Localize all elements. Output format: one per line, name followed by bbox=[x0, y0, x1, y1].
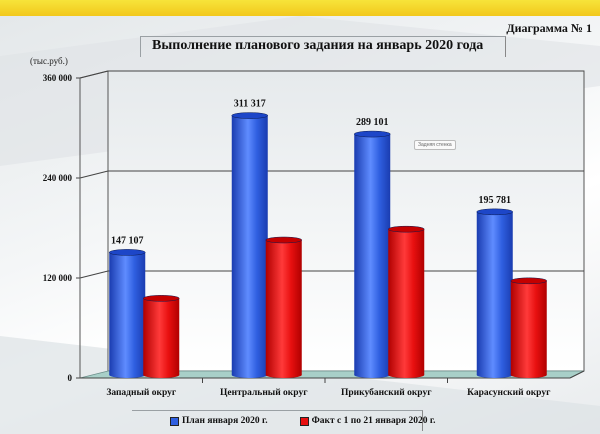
title-frame bbox=[140, 36, 506, 57]
svg-text:360 000: 360 000 bbox=[43, 73, 73, 83]
svg-text:Центральный округ: Центральный округ bbox=[220, 387, 308, 398]
chart-title: Выполнение планового задания на январь 2… bbox=[152, 38, 484, 53]
legend-item-plan: План января 2020 г. bbox=[170, 416, 268, 426]
svg-text:289 101: 289 101 bbox=[356, 117, 389, 128]
svg-text:0: 0 bbox=[68, 373, 73, 383]
legend-swatch-plan bbox=[170, 416, 179, 426]
svg-text:Прикубанский округ: Прикубанский округ bbox=[341, 387, 432, 398]
svg-text:240 000: 240 000 bbox=[43, 173, 73, 183]
top-accent-bar bbox=[0, 0, 600, 16]
svg-text:Западный округ: Западный округ bbox=[106, 387, 177, 398]
diagram-number: Диаграмма № 1 bbox=[506, 21, 592, 35]
legend-label-plan: План января 2020 г. bbox=[182, 416, 268, 426]
legend: План января 2020 г. Факт с 1 по 21 январ… bbox=[170, 416, 436, 426]
units-label: (тыс.руб.) bbox=[30, 56, 68, 66]
legend-label-fact: Факт с 1 по 21 января 2020 г. bbox=[311, 416, 436, 426]
svg-text:311 317: 311 317 bbox=[234, 99, 266, 110]
back-wall-label: Задняя стенка bbox=[414, 140, 456, 150]
svg-text:147 107: 147 107 bbox=[111, 235, 144, 246]
legend-frame bbox=[132, 410, 423, 431]
legend-item-fact: Факт с 1 по 21 января 2020 г. bbox=[299, 416, 436, 426]
legend-swatch-fact bbox=[299, 416, 309, 426]
svg-text:120 000: 120 000 bbox=[43, 273, 73, 283]
svg-text:Карасунский округ: Карасунский округ bbox=[467, 387, 551, 398]
svg-text:195 781: 195 781 bbox=[479, 195, 512, 206]
